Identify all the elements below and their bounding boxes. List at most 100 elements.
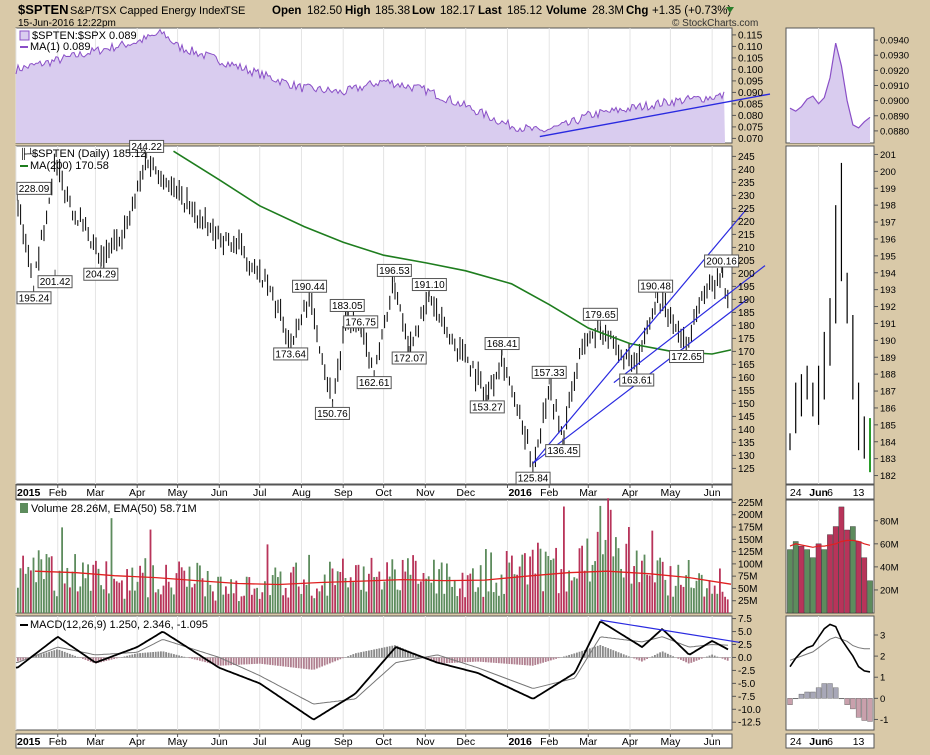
mini-volume-bar xyxy=(850,527,855,613)
mini-volume-axis-tick-label: 20M xyxy=(880,585,899,596)
macd-histogram-bar xyxy=(636,657,638,659)
volume-bar xyxy=(43,579,45,613)
volume-bar xyxy=(480,565,482,613)
volume-bar xyxy=(264,581,266,613)
volume-bar xyxy=(230,579,232,613)
macd-histogram-bar xyxy=(555,657,557,658)
ratio-axis-tick-label: 0.080 xyxy=(738,111,763,122)
ratio-ma-legend: MA(1) 0.089 xyxy=(30,41,91,53)
macd-histogram-bar xyxy=(334,657,336,661)
price-panel-frame xyxy=(16,146,732,484)
volume-bar xyxy=(77,591,79,613)
volume-bar xyxy=(173,594,175,613)
volume-bar xyxy=(579,548,581,613)
volume-bar xyxy=(553,559,555,613)
volume-bar xyxy=(631,584,633,613)
volume-bar xyxy=(490,552,492,613)
macd-histogram-bar xyxy=(293,657,295,667)
volume-bar xyxy=(462,573,464,613)
macd-histogram-bar xyxy=(277,657,279,665)
mini-ratio-axis-tick-label: 0.0900 xyxy=(880,96,909,107)
chart-date: 15-Jun-2016 12:22pm xyxy=(18,18,116,29)
volume-bar xyxy=(576,579,578,613)
macd-histogram-bar xyxy=(321,657,323,666)
volume-bar xyxy=(495,583,497,613)
mini-price-axis-tick-label: 189 xyxy=(880,353,896,364)
volume-bar xyxy=(326,596,328,613)
volume-bar xyxy=(519,567,521,613)
mini-macd-histogram-bar xyxy=(788,698,793,704)
volume-axis-tick-label: 25M xyxy=(738,596,757,607)
mini-macd-histogram-bar xyxy=(805,692,810,698)
macd-histogram-bar xyxy=(568,655,570,657)
macd-histogram-bar xyxy=(285,657,287,666)
volume-bar xyxy=(53,591,55,613)
volume-bar xyxy=(423,573,425,613)
price-label: 150.76 xyxy=(317,409,348,420)
high-value: 185.38 xyxy=(375,5,410,17)
volume-axis-tick-label: 50M xyxy=(738,584,757,595)
mini-volume-bar xyxy=(856,542,861,613)
high-label: High xyxy=(345,5,371,17)
price-label: 125.84 xyxy=(518,474,549,485)
macd-histogram-bar xyxy=(532,657,534,665)
macd-histogram-bar xyxy=(529,657,531,665)
volume-bar xyxy=(563,507,565,613)
price-label: 136.45 xyxy=(547,446,578,457)
last-value: 185.12 xyxy=(507,5,542,17)
volume-bar xyxy=(373,577,375,613)
mini-macd-axis-tick-label: -1 xyxy=(880,715,888,726)
mini-volume-bar xyxy=(867,581,872,613)
macd-histogram-bar xyxy=(615,651,617,657)
macd-histogram-bar xyxy=(243,657,245,664)
price-axis-tick-label: 225 xyxy=(738,204,755,215)
volume-bar xyxy=(194,584,196,613)
macd-histogram-bar xyxy=(641,657,643,661)
mini-price-axis-tick-label: 183 xyxy=(880,454,896,465)
mini-price-axis-tick-label: 185 xyxy=(880,420,896,431)
volume-bar xyxy=(433,560,435,613)
macd-histogram-bar xyxy=(685,657,687,662)
volume-bar xyxy=(277,577,279,613)
macd-histogram-bar xyxy=(144,653,146,658)
macd-histogram-bar xyxy=(261,657,263,664)
macd-histogram-bar xyxy=(516,657,518,664)
x-tick-label: May xyxy=(660,487,681,499)
volume-bar xyxy=(118,583,120,613)
macd-histogram-bar xyxy=(477,657,479,661)
price-label: 163.61 xyxy=(621,376,652,387)
macd-histogram-bar xyxy=(508,657,510,664)
macd-histogram-bar xyxy=(701,657,703,658)
macd-histogram-bar xyxy=(563,657,565,658)
price-axis-tick-label: 195 xyxy=(738,282,755,293)
macd-histogram-bar xyxy=(295,657,297,667)
macd-histogram-bar xyxy=(495,657,497,663)
macd-histogram-bar xyxy=(235,657,237,664)
volume-bar xyxy=(420,581,422,613)
mini-macd-histogram-bar xyxy=(839,698,844,699)
volume-bar xyxy=(677,565,679,613)
macd-histogram-bar xyxy=(355,653,357,657)
mini-ratio-axis-tick-label: 0.0930 xyxy=(880,51,909,62)
volume-bar xyxy=(355,565,357,613)
price-axis-tick-label: 180 xyxy=(738,321,755,332)
macd-histogram-bar xyxy=(605,647,607,657)
macd-histogram-bar xyxy=(441,657,443,663)
volume-bar xyxy=(152,565,154,613)
volume-bar xyxy=(625,544,627,613)
volume-bar xyxy=(514,574,516,613)
volume-bar xyxy=(451,587,453,613)
macd-histogram-bar xyxy=(542,657,544,662)
mini-ratio-panel: 0.08800.08900.09000.09100.09200.09300.09… xyxy=(786,28,909,143)
mini-price-axis-tick-label: 186 xyxy=(880,403,896,414)
volume-bar xyxy=(196,563,198,613)
mini-price-panel: 1821831841851861871881891901911921931941… xyxy=(786,146,896,484)
volume-bar xyxy=(657,560,659,613)
volume-bar xyxy=(425,579,427,613)
macd-histogram-bar xyxy=(698,657,700,659)
price-label: 191.10 xyxy=(414,280,445,291)
mini-price-axis-tick-label: 201 xyxy=(880,150,896,161)
volume-bar xyxy=(222,595,224,613)
volume-bar xyxy=(261,592,263,613)
macd-histogram-bar xyxy=(664,653,666,658)
